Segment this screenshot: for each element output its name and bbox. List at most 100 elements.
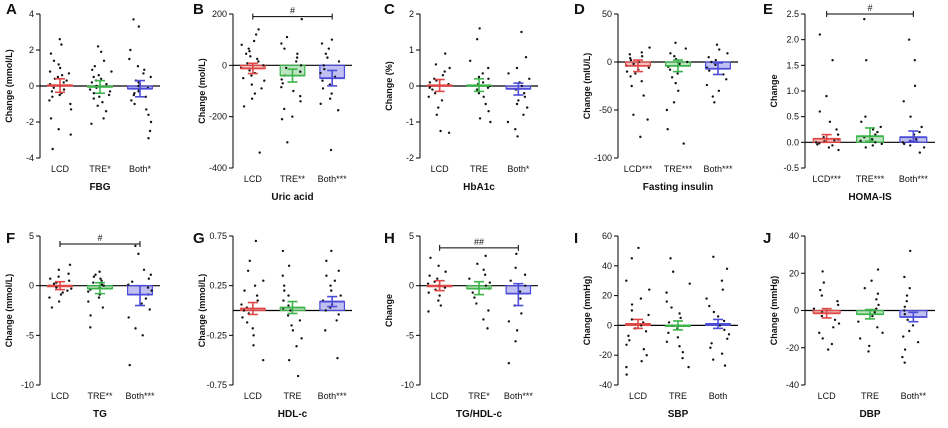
data-point xyxy=(518,290,522,293)
y-tick-label: 0.5 xyxy=(786,112,799,122)
data-point xyxy=(240,43,243,46)
data-point xyxy=(903,305,907,308)
data-point xyxy=(908,329,911,333)
data-point xyxy=(67,72,71,75)
data-point xyxy=(287,264,291,267)
data-point xyxy=(280,78,283,81)
data-point xyxy=(903,348,907,351)
data-point xyxy=(628,56,632,60)
data-point xyxy=(328,97,332,100)
data-point xyxy=(720,279,724,282)
data-point xyxy=(280,85,283,89)
data-point xyxy=(625,365,628,369)
data-point xyxy=(715,43,719,46)
y-tick-label: 2.5 xyxy=(786,9,799,19)
data-point xyxy=(110,70,113,73)
data-point xyxy=(819,288,822,292)
data-point xyxy=(670,76,674,79)
data-point xyxy=(247,47,250,50)
category-label: TRE xyxy=(861,391,879,401)
data-point xyxy=(438,294,441,297)
data-point xyxy=(50,90,54,93)
data-point xyxy=(89,314,92,317)
data-point xyxy=(859,139,862,142)
data-point xyxy=(678,312,681,315)
data-point xyxy=(280,42,283,45)
data-point xyxy=(68,263,72,267)
data-point xyxy=(871,314,874,318)
data-point xyxy=(51,147,54,151)
data-point xyxy=(102,59,106,62)
data-point xyxy=(671,270,675,273)
y-axis-label: Change xyxy=(384,294,394,327)
category-label: LCD xyxy=(244,391,263,401)
data-point xyxy=(818,331,821,335)
x-axis-title: SBP xyxy=(668,409,689,420)
data-point xyxy=(684,47,687,50)
data-point xyxy=(830,342,834,346)
data-point xyxy=(295,60,298,63)
data-point xyxy=(284,66,288,70)
data-point xyxy=(709,346,712,349)
category-label: TRE xyxy=(284,391,302,401)
data-point xyxy=(281,82,284,85)
data-point xyxy=(487,66,490,70)
data-point xyxy=(290,324,293,327)
y-axis-label: Change (mol/L) xyxy=(197,58,207,124)
data-point xyxy=(150,289,153,292)
data-point xyxy=(827,146,831,149)
data-point xyxy=(149,273,153,276)
y-tick-label: 0 xyxy=(607,57,612,67)
data-point xyxy=(873,311,876,314)
data-point xyxy=(837,148,840,152)
data-point xyxy=(727,333,731,336)
data-point xyxy=(871,144,874,147)
data-point xyxy=(822,136,825,139)
data-point xyxy=(250,74,253,77)
data-point xyxy=(644,330,648,333)
data-point xyxy=(681,351,685,354)
data-point xyxy=(725,78,728,81)
data-point xyxy=(875,298,878,301)
data-point xyxy=(831,59,834,62)
data-point xyxy=(69,133,72,136)
data-point xyxy=(330,249,333,253)
data-point xyxy=(642,348,646,351)
data-point xyxy=(48,70,52,73)
data-point xyxy=(688,282,691,285)
data-point xyxy=(100,279,103,282)
data-point xyxy=(299,70,302,73)
data-point xyxy=(514,128,517,131)
category-label: LCD*** xyxy=(624,164,653,174)
y-tick-label: 40 xyxy=(602,261,612,271)
panel-letter: F xyxy=(6,230,15,247)
panel-h: H -10 -5 0 5 Change LCD TRE* Both*** ## TG/HDL-c xyxy=(384,230,538,420)
data-point xyxy=(814,141,818,144)
data-point xyxy=(714,63,717,67)
data-point xyxy=(818,142,821,145)
y-tick-label: -10 xyxy=(21,380,34,390)
data-point xyxy=(682,142,685,145)
data-point xyxy=(65,79,68,82)
data-point xyxy=(428,81,432,84)
panel-a: A -4 -2 0 2 4 Change (mmol/L) LCD TRE* Both* FBG xyxy=(4,1,160,193)
data-point xyxy=(913,59,916,62)
data-point xyxy=(128,363,131,367)
data-point xyxy=(101,306,105,309)
data-point xyxy=(444,52,447,55)
data-point xyxy=(630,84,633,88)
category-label: Both*** xyxy=(125,391,155,401)
data-point xyxy=(705,83,709,87)
data-point xyxy=(812,307,816,310)
data-point xyxy=(712,310,716,314)
data-point xyxy=(329,148,333,152)
data-point xyxy=(640,80,643,83)
data-point xyxy=(137,252,140,256)
category-label: LCD xyxy=(431,164,450,174)
data-point xyxy=(282,299,285,302)
y-tick-label: 1.0 xyxy=(786,86,799,96)
data-point xyxy=(144,297,148,300)
data-point xyxy=(429,256,432,260)
data-point xyxy=(876,130,879,134)
y-axis-label: Change (mmHg) xyxy=(769,276,779,346)
